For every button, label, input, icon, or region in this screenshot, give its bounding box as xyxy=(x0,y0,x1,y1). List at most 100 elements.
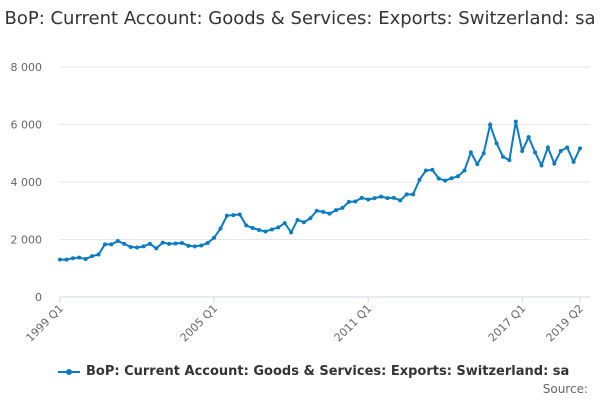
data-point xyxy=(385,196,390,201)
data-point xyxy=(179,240,184,245)
x-tick-label: 1999 Q1 xyxy=(24,302,67,345)
data-point xyxy=(186,243,191,248)
data-point xyxy=(115,238,120,243)
data-point xyxy=(224,213,229,218)
data-point xyxy=(308,216,313,221)
data-point xyxy=(545,145,550,150)
data-point xyxy=(378,194,383,199)
data-point xyxy=(334,208,339,213)
data-point xyxy=(160,240,165,245)
data-point xyxy=(340,205,345,210)
data-point xyxy=(565,145,570,150)
x-tick-label: 2019 Q2 xyxy=(544,302,587,345)
data-point xyxy=(128,244,133,249)
data-point xyxy=(513,119,518,124)
data-point xyxy=(141,244,146,249)
data-point xyxy=(404,192,409,197)
data-point xyxy=(218,226,223,231)
data-point xyxy=(147,241,152,246)
data-point xyxy=(102,242,107,247)
data-point xyxy=(192,244,197,249)
data-point xyxy=(468,150,473,155)
data-point xyxy=(237,212,242,217)
y-tick-label: 2 000 xyxy=(11,234,43,247)
data-point xyxy=(533,150,538,155)
data-point xyxy=(507,158,512,163)
legend-label: BoP: Current Account: Goods & Services: … xyxy=(86,364,570,379)
data-point xyxy=(269,227,274,232)
data-point xyxy=(366,197,371,202)
y-tick-label: 0 xyxy=(35,291,42,304)
data-point xyxy=(353,199,358,204)
data-point xyxy=(295,217,300,222)
data-point xyxy=(205,240,210,245)
source-label: Source: xyxy=(542,382,588,396)
data-point xyxy=(398,198,403,203)
data-point xyxy=(276,225,281,230)
data-point xyxy=(481,151,486,156)
data-point xyxy=(456,174,461,179)
data-point xyxy=(173,241,178,246)
data-point xyxy=(558,148,563,153)
data-point xyxy=(231,213,236,218)
data-point xyxy=(430,167,435,172)
data-point xyxy=(321,209,326,214)
data-point xyxy=(83,257,88,262)
x-tick-label: 2005 Q1 xyxy=(178,302,221,345)
data-point xyxy=(578,146,582,151)
data-point xyxy=(282,221,287,226)
data-point xyxy=(212,235,217,240)
chart-title: BoP: Current Account: Goods & Services: … xyxy=(4,8,596,29)
data-point xyxy=(109,242,114,247)
data-point xyxy=(58,257,62,262)
data-point xyxy=(314,208,319,213)
y-tick-label: 4 000 xyxy=(11,176,43,189)
data-point xyxy=(391,195,396,200)
data-point xyxy=(417,177,422,182)
series-line xyxy=(60,121,581,261)
data-point xyxy=(257,228,262,233)
data-point xyxy=(122,241,127,246)
data-point xyxy=(488,122,493,127)
data-point xyxy=(90,254,95,259)
data-point xyxy=(263,229,268,234)
data-point xyxy=(443,178,448,183)
data-point xyxy=(96,252,101,257)
data-point xyxy=(346,199,351,204)
y-tick-label: 8 000 xyxy=(11,61,43,74)
data-point xyxy=(167,241,172,246)
legend-marker-icon xyxy=(58,368,80,375)
x-tick-label: 2017 Q1 xyxy=(486,302,529,345)
data-point xyxy=(135,245,140,250)
data-point xyxy=(327,211,332,216)
data-point xyxy=(462,168,467,173)
data-point xyxy=(289,230,294,235)
data-point xyxy=(77,255,82,260)
data-point xyxy=(70,256,75,261)
data-point xyxy=(449,176,454,181)
data-point xyxy=(520,148,525,153)
data-point xyxy=(475,162,480,167)
data-point xyxy=(539,163,544,168)
x-tick-label: 2011 Q1 xyxy=(332,302,375,345)
data-point xyxy=(552,161,557,166)
data-point xyxy=(359,195,364,200)
y-tick-label: 6 000 xyxy=(11,119,43,132)
data-point xyxy=(526,135,531,140)
data-point xyxy=(244,223,249,228)
data-point xyxy=(423,168,428,173)
data-point xyxy=(500,154,505,159)
data-point xyxy=(64,257,69,262)
legend[interactable]: BoP: Current Account: Goods & Services: … xyxy=(58,364,569,379)
data-point xyxy=(494,141,499,146)
data-point xyxy=(411,192,416,197)
data-point xyxy=(436,176,441,181)
data-point xyxy=(250,226,255,230)
data-point xyxy=(154,246,159,251)
data-point xyxy=(301,220,306,225)
data-point xyxy=(372,196,377,201)
data-point xyxy=(199,243,204,248)
data-point xyxy=(571,159,576,164)
